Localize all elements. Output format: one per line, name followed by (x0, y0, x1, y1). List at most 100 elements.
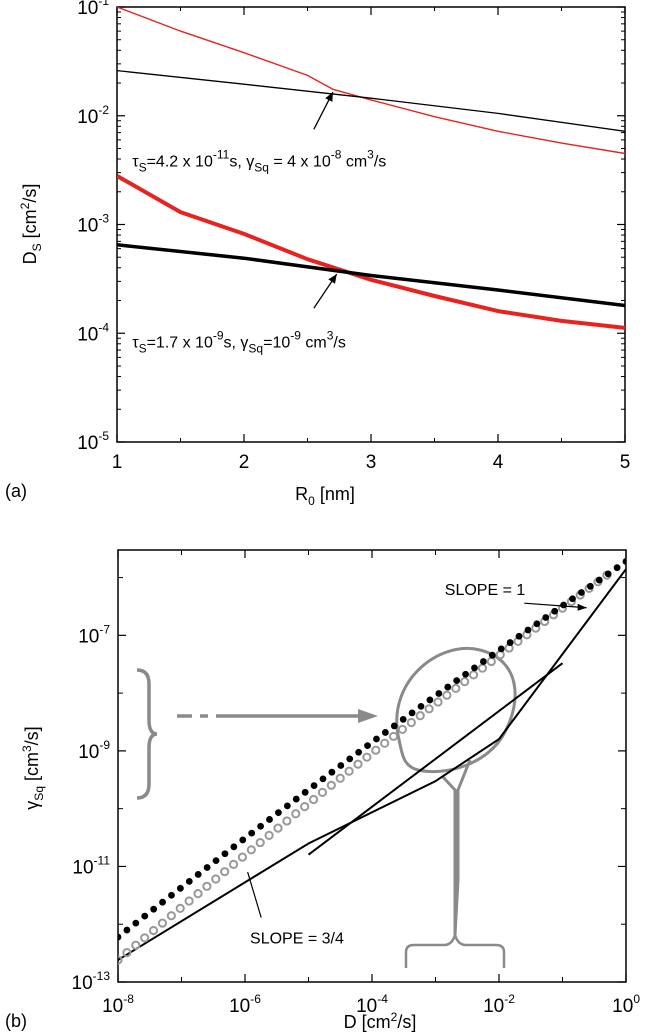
filled-data-point (578, 589, 585, 596)
open-data-point (371, 745, 381, 755)
filled-data-point (159, 898, 166, 906)
open-data-point (424, 704, 434, 714)
filled-data-point (257, 822, 264, 830)
filled-data-point (355, 748, 363, 756)
open-data-point (175, 903, 185, 913)
open-data-point (388, 731, 399, 741)
filled-data-point (533, 620, 541, 628)
open-data-point (415, 711, 425, 721)
open-data-point (380, 738, 390, 748)
open-data-point (131, 940, 141, 950)
open-data-point (202, 881, 212, 891)
filled-data-point (283, 802, 291, 810)
filled-data-point (301, 788, 309, 796)
filled-data-point (560, 601, 568, 609)
filled-data-point (569, 595, 576, 603)
filled-data-point (275, 809, 282, 817)
filled-data-point (141, 912, 149, 920)
y-tick-label-a: 10-2 (77, 103, 109, 128)
open-data-point (255, 837, 265, 848)
arrow-head-a-1 (325, 92, 333, 102)
filled-data-point (497, 645, 505, 653)
open-data-point (211, 874, 221, 884)
filled-data-point (515, 632, 523, 640)
filled-data-point (239, 836, 247, 844)
open-data-point (326, 780, 336, 790)
x-axis-label-a: R0 [nm] (295, 484, 355, 508)
open-data-point (335, 773, 345, 783)
filled-data-point (248, 829, 256, 837)
y-axis-label-b: γSq [cm3/s] (20, 726, 46, 809)
filled-data-point (364, 742, 371, 750)
slope-line (307, 662, 564, 856)
filled-data-point (230, 843, 238, 851)
filled-data-point (390, 722, 398, 730)
panel-label-a: (a) (5, 481, 27, 501)
x-tick-label-a: 1 (112, 452, 123, 473)
plot-frame-a (116, 6, 626, 443)
open-data-point (282, 816, 292, 826)
y-axis-label-a: DS [cm2/s] (18, 184, 44, 265)
x-tick-label-a: 2 (239, 452, 250, 473)
open-data-point (451, 683, 461, 694)
open-data-point (118, 955, 123, 965)
y-tick-label-a: 10-4 (77, 320, 109, 345)
filled-data-point (346, 755, 354, 763)
open-data-point (460, 677, 470, 687)
x-tick-label-b: 10-6 (229, 992, 261, 1017)
filled-data-point (471, 664, 478, 672)
annotation-text-a-1: τS=4.2 x 10-11s, γSq = 4 x 10-8 cm3/s (132, 148, 386, 175)
left-brace (136, 668, 158, 800)
filled-data-point (480, 658, 487, 665)
filled-data-point (118, 933, 122, 941)
filled-data-point (292, 795, 300, 803)
filled-data-point (168, 891, 175, 899)
x-tick-label-a: 5 (620, 452, 631, 473)
series-line-1 (117, 7, 625, 155)
open-data-point (148, 925, 159, 936)
open-data-point (495, 650, 505, 660)
open-data-point (228, 859, 239, 869)
fit-line (118, 568, 626, 961)
filled-data-point (613, 564, 621, 572)
filled-data-point (337, 762, 345, 769)
slope1-arrow-head (577, 603, 587, 611)
open-data-point (140, 933, 150, 943)
y-tick-label-a: 10-3 (77, 212, 109, 237)
slope-label-2: SLOPE = 3/4 (250, 931, 344, 948)
y-tick-label-b: 10-7 (78, 622, 110, 647)
y-tick-label-b: 10-9 (78, 738, 110, 763)
open-data-point (157, 918, 168, 928)
filled-data-point (123, 926, 131, 934)
open-data-point (273, 823, 283, 833)
open-data-point (344, 766, 354, 776)
arrow-head-a-2 (328, 274, 337, 284)
x-tick-label-b: 100 (612, 992, 640, 1017)
x-tick-label-a: 3 (366, 452, 377, 473)
x-tick-label-a: 4 (493, 452, 504, 473)
filled-data-point (266, 816, 273, 823)
open-data-point (246, 845, 256, 855)
filled-data-point (488, 651, 496, 659)
annotations-a: τS=4.2 x 10-11s, γSq = 4 x 10-8 cm3/s τS=… (132, 91, 386, 355)
filled-data-point (185, 877, 193, 885)
filled-data-point (417, 702, 425, 710)
filled-data-point (150, 905, 158, 913)
x-tick-label-b: 10-8 (102, 992, 134, 1017)
y-tick-label-b: 10-13 (72, 969, 111, 994)
open-data-point (442, 690, 452, 700)
filled-data-point (586, 582, 594, 590)
open-data-point (122, 948, 132, 958)
filled-data-point (408, 709, 416, 717)
slope34-pointer (247, 871, 262, 918)
y-tick-label-a: 10-1 (77, 0, 109, 19)
axis-ticks-b: 10-8 10-6 10-4 10-2 100 10-13 10-11 10-9 10-7 (72, 550, 640, 1017)
series-line-2 (117, 69, 625, 132)
filled-data-point (328, 768, 336, 776)
filled-data-point (453, 677, 461, 685)
filled-data-point (310, 782, 318, 789)
open-data-point (308, 794, 319, 805)
x-tick-label-b: 10-2 (483, 992, 515, 1017)
open-data-point (353, 759, 363, 769)
